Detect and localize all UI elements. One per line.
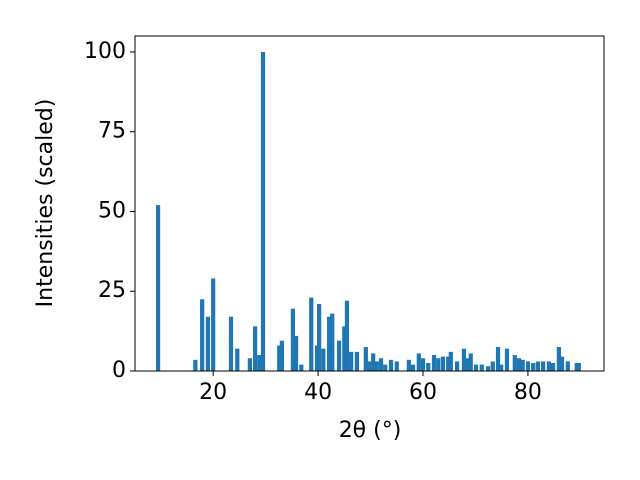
bar <box>426 363 431 371</box>
bar <box>565 361 570 371</box>
bar <box>416 353 421 371</box>
x-tick-label: 60 <box>409 380 437 405</box>
bar <box>440 356 446 371</box>
bar <box>490 361 495 371</box>
bar <box>235 348 240 371</box>
bar <box>516 358 522 371</box>
bar <box>321 348 326 371</box>
bar <box>342 326 347 371</box>
bar <box>366 361 372 371</box>
x-tick-label: 20 <box>199 380 227 405</box>
bar <box>446 356 451 371</box>
bar <box>559 356 565 371</box>
bar <box>349 351 354 371</box>
bar <box>485 366 491 371</box>
y-tick-label: 25 <box>98 278 126 303</box>
y-tick-label: 100 <box>84 39 126 64</box>
bar <box>277 345 282 371</box>
bar <box>479 364 484 371</box>
bar <box>378 358 384 371</box>
bar <box>520 359 525 371</box>
bar <box>499 364 504 371</box>
bar <box>504 348 510 371</box>
bar <box>211 278 216 371</box>
bar <box>406 359 411 371</box>
bar <box>257 355 262 371</box>
bar <box>495 347 501 371</box>
bar <box>330 313 335 371</box>
bar <box>290 308 296 371</box>
bar <box>193 359 198 371</box>
bar <box>431 355 437 371</box>
bar <box>344 300 350 371</box>
bar <box>299 364 304 371</box>
bar <box>388 359 394 371</box>
bar <box>260 51 266 371</box>
y-tick-label: 75 <box>98 119 126 144</box>
bar <box>546 361 552 371</box>
bar <box>205 316 211 371</box>
bar <box>531 363 536 371</box>
y-axis-label: Intensities (scaled) <box>33 99 58 308</box>
bar <box>374 361 379 371</box>
bar <box>551 363 556 371</box>
bar <box>410 364 416 371</box>
bar <box>383 364 388 371</box>
bar <box>525 361 531 371</box>
bar <box>420 358 426 371</box>
bar <box>394 361 399 371</box>
bar <box>576 363 581 371</box>
bar <box>336 340 342 371</box>
bar <box>541 361 546 371</box>
bar <box>293 335 299 371</box>
x-tick-label: 40 <box>304 380 332 405</box>
bar <box>436 358 441 371</box>
x-tick-label: 80 <box>514 380 542 405</box>
y-tick-label: 50 <box>98 198 126 223</box>
bar <box>473 364 479 371</box>
bar <box>464 358 470 371</box>
bar <box>247 358 252 371</box>
bar <box>327 316 332 371</box>
x-axis-label: 2θ (°) <box>339 418 402 443</box>
bar <box>279 340 284 371</box>
bar <box>535 361 540 371</box>
bar <box>512 355 517 371</box>
bar <box>155 205 161 371</box>
bar <box>309 297 314 371</box>
bar <box>556 347 561 371</box>
axes-frame <box>134 35 605 372</box>
bar <box>363 347 368 371</box>
bar <box>354 351 360 371</box>
bar <box>448 351 453 371</box>
bar <box>253 326 258 371</box>
bar <box>200 299 205 371</box>
y-tick-label: 0 <box>112 358 126 383</box>
bar <box>461 348 467 371</box>
bar <box>455 361 460 371</box>
bar <box>317 304 322 371</box>
bar <box>468 353 473 371</box>
bar <box>228 316 234 371</box>
bar <box>371 353 376 371</box>
